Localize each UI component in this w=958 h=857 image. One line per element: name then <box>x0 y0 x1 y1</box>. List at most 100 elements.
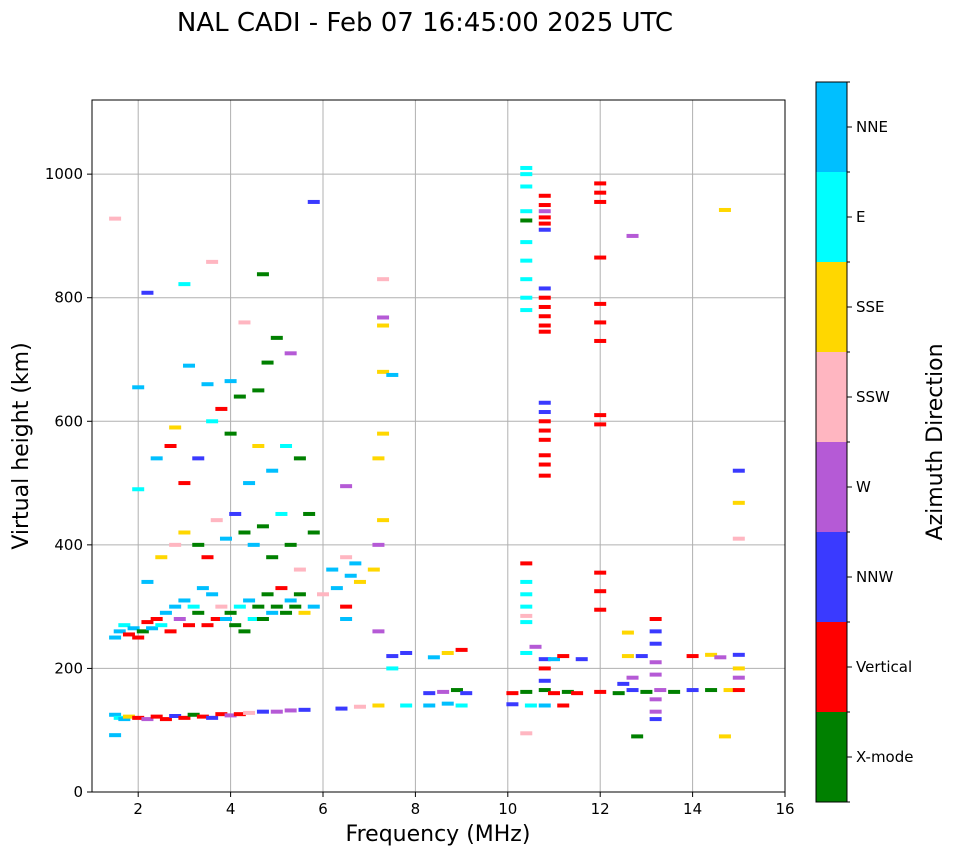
colorbar-tick-label: NNW <box>856 568 893 586</box>
data-point <box>164 629 177 634</box>
data-point <box>326 567 339 572</box>
data-point <box>196 714 209 719</box>
colorbar: X-mode Vertical NNW W SSW SSE E NNE <box>815 81 913 803</box>
data-point <box>718 207 731 212</box>
data-point <box>178 282 191 287</box>
data-point <box>575 657 588 662</box>
data-point <box>169 542 182 547</box>
data-point <box>150 714 163 719</box>
data-point <box>307 199 320 204</box>
colorbar-segment-w <box>816 442 847 532</box>
colorbar-segment-vertical <box>816 622 847 712</box>
data-point <box>520 620 533 625</box>
data-point <box>538 193 551 198</box>
data-point <box>159 610 172 615</box>
data-point <box>621 654 634 659</box>
x-tick-label: 4 <box>226 800 236 818</box>
data-point <box>548 691 560 696</box>
data-point <box>732 500 745 505</box>
data-point <box>183 363 196 368</box>
data-point <box>252 604 265 609</box>
data-point <box>284 542 297 547</box>
data-point <box>141 620 154 625</box>
data-point <box>238 320 251 325</box>
colorbar-tick-label: Vertical <box>856 658 912 676</box>
data-point <box>275 586 288 591</box>
data-point <box>621 630 634 635</box>
data-point <box>238 530 251 535</box>
data-point <box>187 604 200 609</box>
data-point <box>520 579 533 584</box>
data-point <box>284 598 297 603</box>
data-point <box>155 623 168 628</box>
data-point <box>132 635 145 640</box>
data-point <box>686 688 699 693</box>
data-point <box>520 613 533 618</box>
data-point <box>150 617 163 621</box>
data-point <box>261 360 274 365</box>
data-point <box>215 712 228 717</box>
data-point <box>520 209 533 214</box>
data-point <box>626 688 639 693</box>
data-point <box>626 675 639 680</box>
data-point <box>594 301 607 306</box>
data-point <box>187 712 200 717</box>
data-point <box>631 734 644 739</box>
data-point <box>132 715 145 720</box>
data-point <box>386 654 399 659</box>
data-point <box>538 419 551 424</box>
data-point <box>561 689 574 694</box>
data-point <box>109 733 122 738</box>
data-point <box>233 712 246 717</box>
data-point <box>266 610 279 615</box>
y-axis-ticks: 0 200 400 600 800 1000 <box>45 165 92 801</box>
data-point <box>520 218 533 223</box>
data-point <box>520 165 533 170</box>
data-point <box>317 592 329 597</box>
data-point <box>538 678 551 683</box>
data-point <box>626 233 639 238</box>
data-point <box>594 689 607 694</box>
data-point <box>649 697 662 702</box>
colorbar-segment-e <box>816 172 847 262</box>
data-point <box>233 394 246 399</box>
data-point <box>386 372 399 377</box>
data-point <box>649 709 662 714</box>
data-point <box>732 468 745 473</box>
data-point <box>649 672 662 677</box>
data-point <box>298 610 311 615</box>
data-point <box>224 610 237 615</box>
data-point <box>122 714 135 719</box>
data-point <box>340 617 353 621</box>
data-point <box>377 518 390 523</box>
data-point <box>732 688 745 693</box>
data-point <box>196 586 209 591</box>
data-point <box>455 703 468 708</box>
data-point <box>192 610 205 615</box>
data-point <box>520 184 533 189</box>
colorbar-tick-label: E <box>856 208 865 226</box>
data-point <box>668 689 681 694</box>
colorbar-tick-label: X-mode <box>856 748 913 766</box>
data-point <box>520 689 533 694</box>
data-point <box>520 172 533 177</box>
data-point <box>293 592 306 597</box>
data-point <box>178 481 191 486</box>
data-point <box>215 604 228 609</box>
data-point <box>520 592 533 597</box>
data-point <box>256 709 269 714</box>
data-point <box>169 604 182 609</box>
data-point <box>141 579 154 584</box>
data-point <box>270 604 283 609</box>
data-point <box>243 710 256 715</box>
data-point <box>206 715 219 720</box>
data-point <box>594 181 607 186</box>
data-point <box>280 610 293 615</box>
data-point <box>178 715 191 720</box>
data-points <box>109 165 745 739</box>
data-point <box>201 555 214 560</box>
data-point <box>266 555 279 560</box>
data-point <box>635 654 648 659</box>
data-point <box>594 413 607 418</box>
data-point <box>118 717 131 722</box>
